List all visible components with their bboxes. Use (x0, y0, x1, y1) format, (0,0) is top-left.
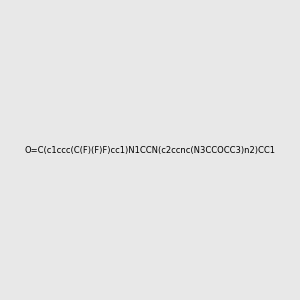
Text: O=C(c1ccc(C(F)(F)F)cc1)N1CCN(c2ccnc(N3CCOCC3)n2)CC1: O=C(c1ccc(C(F)(F)F)cc1)N1CCN(c2ccnc(N3CC… (25, 146, 275, 154)
